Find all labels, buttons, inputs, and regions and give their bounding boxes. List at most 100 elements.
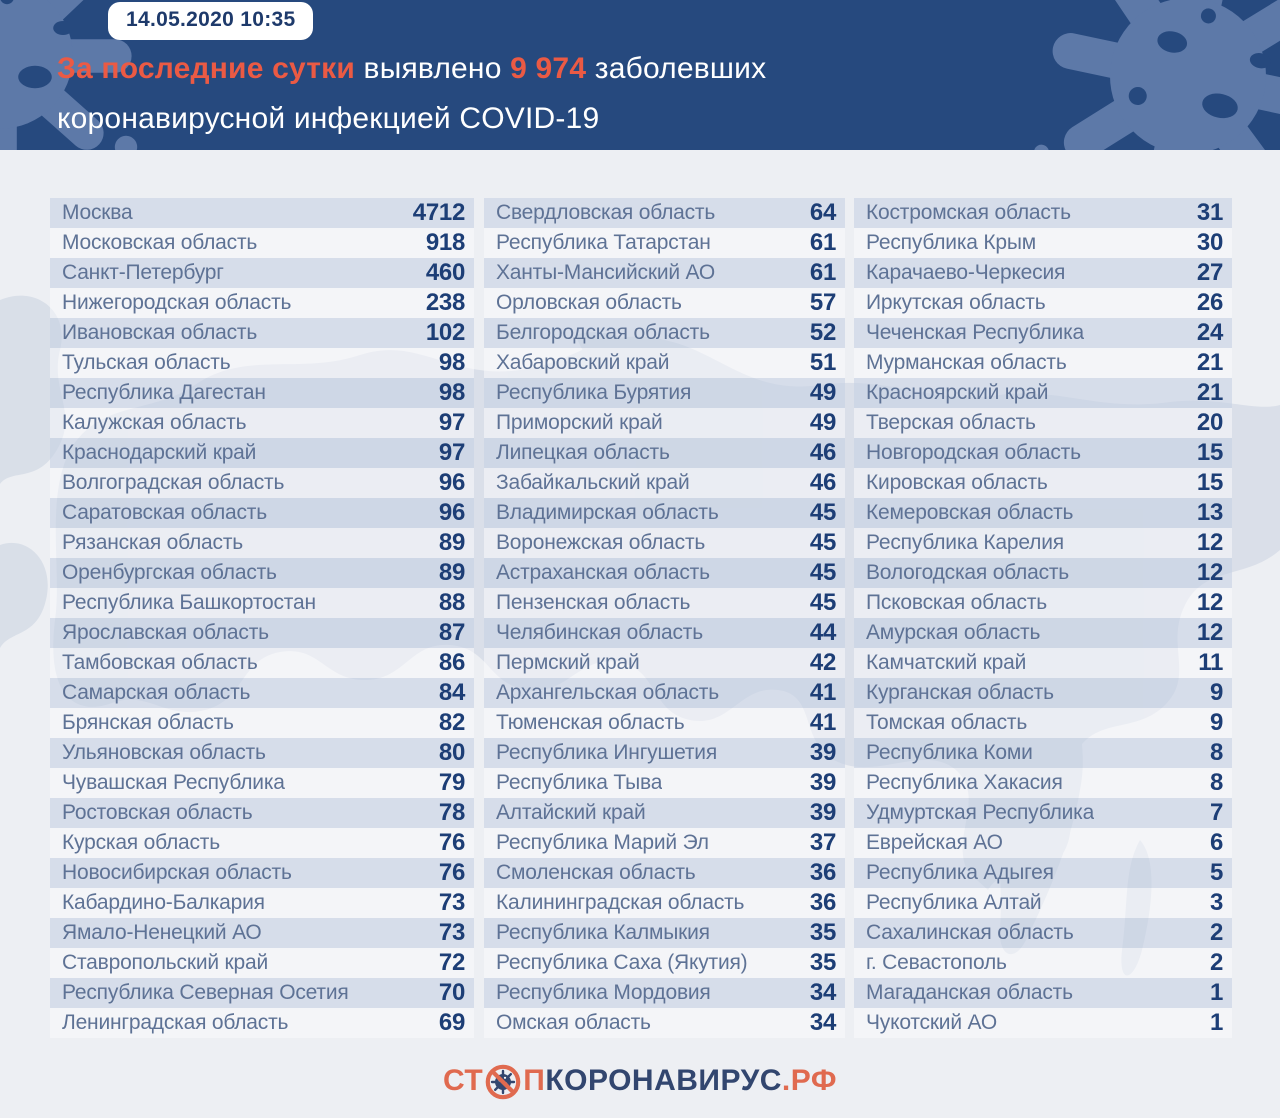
list-row: Ростовская область 78	[50, 798, 474, 828]
region-name: Хабаровский край	[496, 351, 670, 374]
list-row: Ярославская область 87	[50, 618, 474, 648]
list-row: Новосибирская область 76	[50, 858, 474, 888]
region-name: Вологодская область	[866, 561, 1070, 584]
list-row: Вологодская область 12	[854, 558, 1232, 588]
region-name: Москва	[62, 201, 133, 224]
region-value: 27	[1196, 259, 1223, 286]
region-name: Тверская область	[866, 411, 1036, 434]
region-name: Саратовская область	[62, 501, 267, 524]
region-value: 15	[1196, 439, 1223, 466]
region-value: 46	[809, 469, 836, 496]
list-row: Мурманская область 21	[854, 348, 1232, 378]
logo-text-koronavirus: КОРОНАВИРУС	[545, 1064, 782, 1097]
list-row: Тамбовская область 86	[50, 648, 474, 678]
list-row: Оренбургская область 89	[50, 558, 474, 588]
region-name: Рязанская область	[62, 531, 243, 554]
region-value: 21	[1196, 379, 1223, 406]
region-value: 80	[438, 739, 465, 766]
region-name: Тамбовская область	[62, 651, 258, 674]
region-value: 37	[809, 829, 836, 856]
region-name: Ивановская область	[62, 321, 258, 344]
region-value: 76	[438, 859, 465, 886]
region-value: 13	[1196, 499, 1223, 526]
list-row: Курская область 76	[50, 828, 474, 858]
list-row: Республика Дагестан 98	[50, 378, 474, 408]
region-name: Калининградская область	[496, 891, 745, 914]
region-value: 20	[1196, 409, 1223, 436]
region-name: Удмуртская Республика	[866, 801, 1095, 824]
list-row: Республика Ингушетия 39	[484, 738, 845, 768]
region-value: 49	[809, 409, 836, 436]
list-row: Псковская область 12	[854, 588, 1232, 618]
region-value: 61	[809, 229, 836, 256]
region-name: Алтайский край	[496, 801, 646, 824]
region-value: 7	[1209, 799, 1223, 826]
list-row: Ставропольский край 72	[50, 948, 474, 978]
region-name: Курская область	[62, 831, 220, 854]
list-row: Тверская область 20	[854, 408, 1232, 438]
region-value: 39	[809, 769, 836, 796]
region-value: 84	[438, 679, 465, 706]
region-value: 89	[438, 559, 465, 586]
region-value: 2	[1209, 949, 1223, 976]
region-value: 52	[809, 319, 836, 346]
region-value: 45	[809, 499, 836, 526]
list-row: Москва 4712	[50, 198, 474, 228]
list-row: Кемеровская область 13	[854, 498, 1232, 528]
list-row: Республика Саха (Якутия) 35	[484, 948, 845, 978]
region-name: Псковская область	[866, 591, 1048, 614]
region-name: Республика Башкортостан	[62, 591, 316, 614]
region-value: 6	[1209, 829, 1223, 856]
region-value: 35	[809, 949, 836, 976]
region-name: Астраханская область	[496, 561, 710, 584]
region-name: Республика Коми	[866, 741, 1033, 764]
list-row: Карачаево-Черкесия 27	[854, 258, 1232, 288]
list-row: Сахалинская область 2	[854, 918, 1232, 948]
list-row: Санкт-Петербург 460	[50, 258, 474, 288]
list-row: Ханты-Мансийский АО 61	[484, 258, 845, 288]
region-name: Брянская область	[62, 711, 234, 734]
region-name: Ямало-Ненецкий АО	[62, 921, 262, 944]
region-value: 1	[1209, 1009, 1223, 1036]
region-name: Оренбургская область	[62, 561, 277, 584]
list-row: Чукотский АО 1	[854, 1008, 1232, 1038]
region-name: Амурская область	[866, 621, 1041, 644]
region-value: 44	[809, 619, 836, 646]
region-name: Волгоградская область	[62, 471, 285, 494]
region-value: 88	[438, 589, 465, 616]
list-row: Саратовская область 96	[50, 498, 474, 528]
title-accent-count: 9 974	[510, 52, 587, 85]
region-value: 36	[809, 859, 836, 886]
list-row: Новгородская область 15	[854, 438, 1232, 468]
list-row: Воронежская область 45	[484, 528, 845, 558]
list-row: Чеченская Республика 24	[854, 318, 1232, 348]
region-name: Ростовская область	[62, 801, 253, 824]
region-name: Владимирская область	[496, 501, 719, 524]
list-row: Орловская область 57	[484, 288, 845, 318]
list-row: Пермский край 42	[484, 648, 845, 678]
list-row: Ленинградская область 69	[50, 1008, 474, 1038]
region-name: Республика Мордовия	[496, 981, 711, 1004]
region-value: 34	[809, 1009, 836, 1036]
region-value: 70	[438, 979, 465, 1006]
list-row: Липецкая область 46	[484, 438, 845, 468]
region-value: 45	[809, 559, 836, 586]
list-row: Тульская область 98	[50, 348, 474, 378]
region-name: Новгородская область	[866, 441, 1081, 464]
region-value: 12	[1196, 559, 1223, 586]
region-name: Мурманская область	[866, 351, 1067, 374]
region-name: Свердловская область	[496, 201, 716, 224]
list-row: Краснодарский край 97	[50, 438, 474, 468]
region-value: 57	[809, 289, 836, 316]
region-value: 64	[809, 199, 836, 226]
list-row: Рязанская область 89	[50, 528, 474, 558]
stopcoronavirus-logo[interactable]: СТ П КОРОНАВИРУС .РФ	[0, 1062, 1280, 1100]
list-row: Белгородская область 52	[484, 318, 845, 348]
region-value: 24	[1196, 319, 1223, 346]
list-row: Тюменская область 41	[484, 708, 845, 738]
stats-column-2: Свердловская область 64 Республика Татар…	[484, 198, 845, 1038]
region-value: 73	[438, 889, 465, 916]
region-name: Самарская область	[62, 681, 251, 704]
region-value: 5	[1209, 859, 1223, 886]
list-row: Республика Адыгея 5	[854, 858, 1232, 888]
